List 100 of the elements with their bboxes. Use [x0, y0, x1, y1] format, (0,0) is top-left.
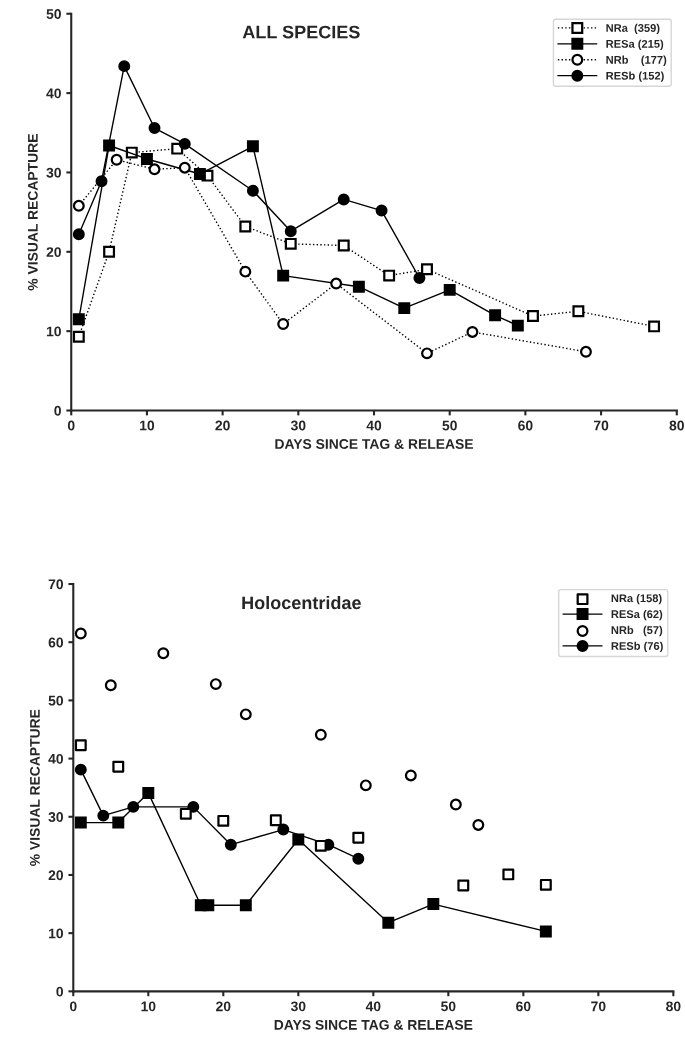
- point: [224, 838, 237, 851]
- point: [413, 272, 426, 284]
- point: [292, 833, 305, 846]
- legend-label: NRb (177): [606, 55, 667, 66]
- point: [142, 786, 155, 799]
- point: [202, 899, 215, 912]
- point: [104, 679, 117, 692]
- point: [72, 228, 85, 241]
- point: [284, 237, 297, 250]
- point: [427, 898, 440, 911]
- point: [511, 319, 524, 332]
- legend-label: RESa (215): [606, 39, 664, 51]
- x-tick-label: 50: [442, 420, 457, 431]
- text: ALL SPECIES: [242, 25, 360, 39]
- point: [112, 760, 125, 773]
- legend-label: NRa (359): [606, 23, 660, 35]
- text: Holocentridae: [242, 595, 361, 610]
- point: [337, 239, 350, 252]
- legend-label: NRb (57): [611, 625, 663, 637]
- point: [539, 925, 552, 938]
- y-tick-label: 10: [49, 928, 64, 939]
- point: [648, 320, 661, 333]
- x-tick-label: 60: [516, 1001, 531, 1012]
- point: [239, 265, 252, 278]
- point: [526, 310, 539, 323]
- point: [209, 678, 222, 691]
- x-tick-label: 20: [216, 1001, 231, 1012]
- y-tick-label: 0: [54, 405, 61, 416]
- x-tick-label: 70: [593, 420, 609, 431]
- point: [239, 708, 252, 721]
- point: [97, 809, 110, 822]
- y-tick-label: 70: [48, 579, 64, 590]
- y-axis-title: % VISUAL RECAPTURE: [27, 134, 38, 291]
- point: [72, 313, 85, 326]
- point: [74, 739, 87, 752]
- point: [352, 280, 365, 293]
- point: [217, 814, 230, 827]
- legend-label: RESa (62): [611, 609, 663, 621]
- y-tick-label: 30: [46, 167, 61, 178]
- point: [239, 220, 252, 233]
- point: [148, 122, 161, 134]
- point: [179, 807, 192, 820]
- x-tick-label: 10: [141, 1001, 156, 1012]
- x-tick-label: 80: [669, 420, 684, 431]
- point: [95, 175, 108, 188]
- point: [118, 60, 131, 73]
- point: [421, 347, 433, 360]
- point: [375, 204, 388, 217]
- point: [466, 325, 479, 338]
- point: [178, 137, 191, 150]
- point: [359, 779, 372, 792]
- x-tick-label: 30: [290, 1001, 306, 1012]
- legend-label: RESb (152): [606, 71, 664, 82]
- point: [337, 193, 350, 206]
- point: [157, 647, 170, 660]
- point: [74, 816, 87, 829]
- point: [314, 728, 327, 741]
- y-tick-label: 50: [48, 695, 64, 706]
- point: [246, 184, 259, 197]
- x-tick-label: 80: [666, 1001, 681, 1012]
- point: [443, 283, 456, 296]
- point: [383, 269, 396, 282]
- x-axis-title: DAYS SINCE TAG & RELEASE: [274, 1019, 473, 1030]
- point: [72, 199, 85, 212]
- point: [193, 168, 206, 181]
- point: [148, 163, 161, 176]
- x-tick-label: 40: [365, 1001, 381, 1012]
- point: [72, 330, 85, 343]
- point: [472, 818, 485, 831]
- point: [572, 305, 585, 318]
- point: [284, 225, 297, 238]
- x-tick-label: 50: [441, 1001, 456, 1012]
- point: [277, 269, 290, 282]
- y-tick-label: 60: [48, 637, 64, 648]
- point: [239, 899, 252, 912]
- x-tick-label: 60: [518, 420, 533, 431]
- point: [502, 868, 515, 881]
- x-tick-label: 10: [140, 420, 155, 431]
- point: [404, 769, 417, 782]
- point: [74, 627, 87, 640]
- y-axis-title: % VISUAL RECAPTURE: [29, 709, 40, 866]
- point: [352, 852, 365, 865]
- x-axis-title: DAYS SINCE TAG & RELEASE: [275, 439, 474, 449]
- point: [314, 839, 327, 852]
- x-tick-label: 0: [69, 1001, 77, 1012]
- point: [352, 831, 365, 844]
- x-tick-label: 20: [215, 420, 230, 431]
- y-tick-label: 0: [56, 986, 63, 997]
- y-tick-label: 30: [48, 812, 64, 822]
- point: [489, 309, 502, 322]
- point: [579, 345, 592, 358]
- point: [382, 916, 395, 929]
- legend-label: NRa (158): [611, 594, 662, 605]
- point: [277, 823, 290, 836]
- point: [449, 798, 462, 811]
- y-tick-label: 40: [48, 753, 64, 764]
- point: [110, 153, 123, 166]
- x-tick-label: 70: [591, 1001, 606, 1012]
- point: [457, 879, 470, 892]
- point: [330, 277, 343, 290]
